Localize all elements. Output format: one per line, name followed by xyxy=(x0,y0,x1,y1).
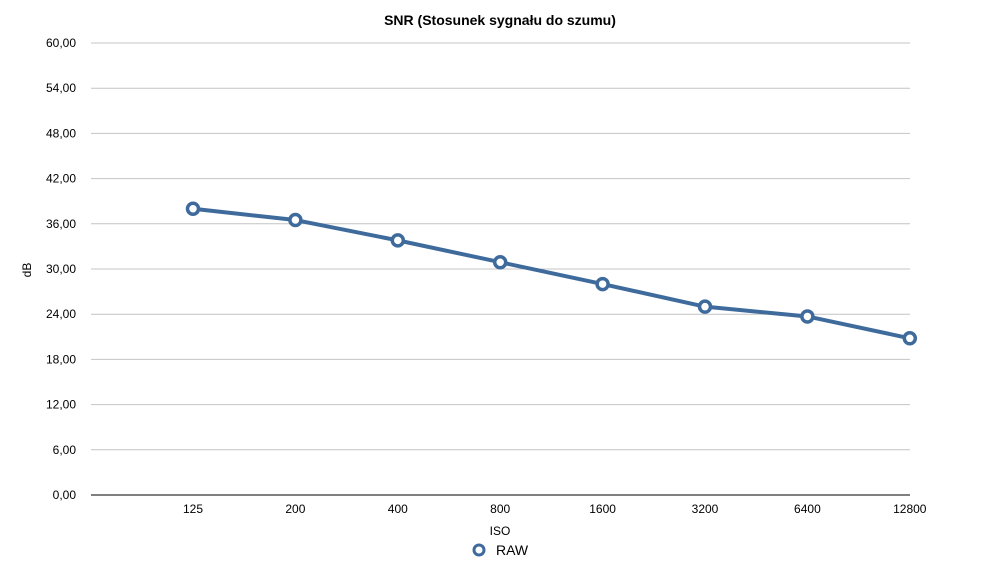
y-tick-label: 60,00 xyxy=(46,36,76,50)
y-tick-label: 36,00 xyxy=(46,217,76,231)
y-tick-label: 6,00 xyxy=(53,443,77,457)
x-axis-title: ISO xyxy=(490,524,511,538)
x-tick-label: 125 xyxy=(183,502,203,516)
series-layer xyxy=(185,201,918,346)
legend-label-raw: RAW xyxy=(496,542,529,558)
data-point xyxy=(800,309,815,324)
legend-marker-raw xyxy=(472,543,486,557)
data-point xyxy=(390,233,406,248)
data-point xyxy=(902,331,918,346)
x-tick-label: 6400 xyxy=(794,502,821,516)
data-point xyxy=(492,254,508,270)
chart-title: SNR (Stosunek sygnału do szumu) xyxy=(384,12,616,28)
x-tick-label: 200 xyxy=(285,502,305,516)
y-tick-label: 18,00 xyxy=(46,352,76,366)
y-tick-label: 0,00 xyxy=(53,488,77,502)
data-point xyxy=(595,276,610,292)
data-point xyxy=(697,299,713,314)
x-tick-label: 800 xyxy=(490,502,510,516)
y-tick-label: 48,00 xyxy=(46,126,76,140)
y-tick-label: 54,00 xyxy=(46,81,76,95)
y-axis-title: dB xyxy=(20,263,34,278)
data-point xyxy=(288,212,303,228)
y-tick-label: 30,00 xyxy=(46,262,76,276)
y-tick-label: 24,00 xyxy=(46,307,76,321)
legend: RAW xyxy=(472,542,529,558)
x-tick-label: 12800 xyxy=(893,502,927,516)
x-tick-label: 3200 xyxy=(692,502,719,516)
y-axis-ticks: 0,00 6,00 12,00 18,00 24,00 30,00 36,00 42,00 48… xyxy=(46,36,76,502)
y-tick-label: 12,00 xyxy=(46,398,76,412)
x-tick-label: 1600 xyxy=(589,502,616,516)
data-point xyxy=(185,201,201,216)
y-tick-label: 42,00 xyxy=(46,172,76,186)
x-axis-ticks: 125 200 400 800 1600 3200 6400 12800 xyxy=(183,502,927,516)
series-line-raw xyxy=(191,206,912,341)
x-tick-label: 400 xyxy=(388,502,408,516)
gridlines xyxy=(91,42,910,451)
